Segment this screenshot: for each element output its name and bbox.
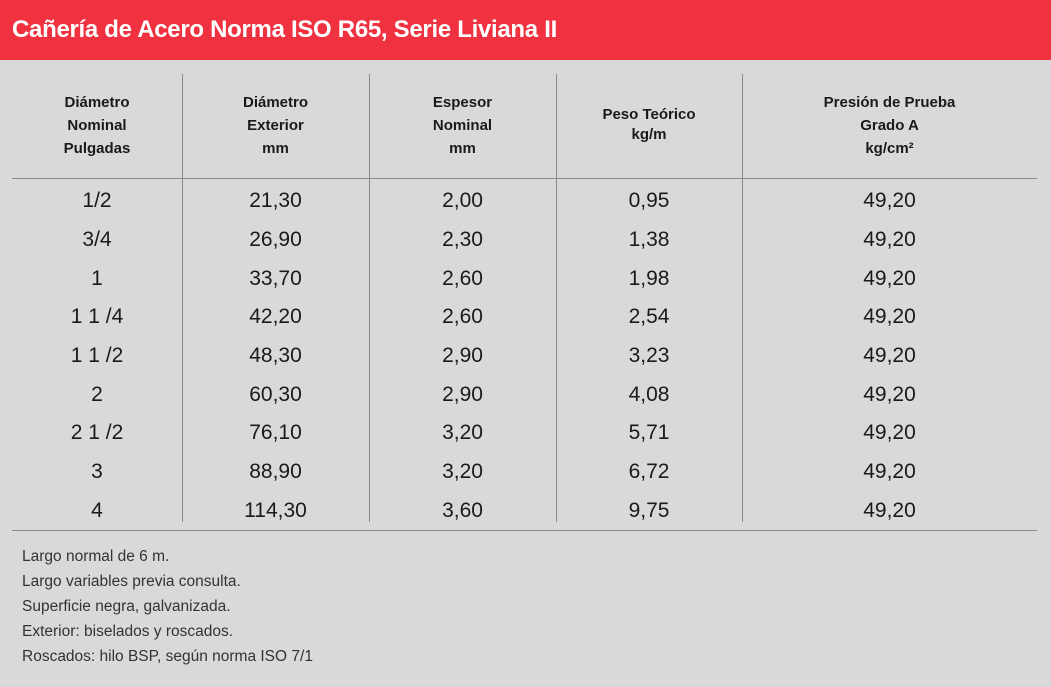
cell-pressure: 49,20 [863,266,916,290]
header-line: Grado A [860,116,919,134]
table-bottom-divider [12,530,1037,531]
table-row: 2 1 /2 76,10 3,20 5,71 49,20 [12,414,1037,453]
cell-nominal: 2 1 /2 [70,421,124,445]
pipe-spec-table: Diámetro Nominal Pulgadas Diámetro Exter… [12,72,1037,531]
cell-nominal: 4 [91,498,103,522]
cell-weight: 9,75 [628,498,670,522]
header-line: Pulgadas [63,139,131,157]
cell-outer-diameter: 21,30 [249,189,302,213]
header-line: Presión de Prueba [823,93,956,111]
cell-thickness: 2,30 [442,228,483,252]
header-wall-thickness: Espesor Nominal mm [369,72,556,178]
cell-nominal: 3/4 [82,228,112,252]
cell-weight: 3,23 [628,344,670,368]
cell-thickness: 2,90 [442,382,483,406]
cell-thickness: 3,20 [442,421,483,445]
cell-nominal: 1 1 /2 [70,344,124,368]
note-line: Roscados: hilo BSP, según norma ISO 7/1 [22,648,313,665]
cell-nominal: 1 1 /4 [70,305,124,329]
header-line: Peso Teórico [602,106,696,123]
note-line: Exterior: biselados y roscados. [22,623,234,640]
header-line: Exterior [247,116,304,134]
table-header: Diámetro Nominal Pulgadas Diámetro Exter… [12,72,1037,178]
cell-outer-diameter: 26,90 [249,228,302,252]
cell-pressure: 49,20 [863,189,916,213]
header-line: Espesor [432,93,493,111]
cell-pressure: 49,20 [863,460,916,484]
cell-pressure: 49,20 [863,305,916,329]
cell-nominal: 2 [91,382,103,406]
header-line: Nominal [67,116,127,134]
cell-thickness: 2,60 [442,305,483,329]
header-theoretical-weight: Peso Teórico kg/m [556,72,742,178]
table-row: 3 88,90 3,20 6,72 49,20 [12,453,1037,492]
cell-weight: 1,98 [628,266,670,290]
cell-weight: 0,95 [628,189,670,213]
notes-list: Largo normal de 6 m. Largo variables pre… [22,544,313,669]
table-row: 1 33,70 2,60 1,98 49,20 [12,259,1037,298]
cell-outer-diameter: 114,30 [244,498,307,522]
cell-pressure: 49,20 [863,228,916,252]
header-line: kg/m [631,126,667,143]
column-divider [182,74,183,522]
cell-pressure: 49,20 [863,421,916,445]
cell-pressure: 49,20 [863,344,916,368]
table-row: 1 1 /2 48,30 2,90 3,23 49,20 [12,337,1037,376]
cell-nominal: 3 [91,460,103,484]
cell-weight: 2,54 [628,305,670,329]
cell-outer-diameter: 76,10 [249,421,302,445]
header-nominal-diameter: Diámetro Nominal Pulgadas [12,72,182,178]
cell-outer-diameter: 33,70 [249,266,302,290]
note-line: Largo variables previa consulta. [22,573,241,590]
table-row: 3/4 26,90 2,30 1,38 49,20 [12,221,1037,260]
cell-outer-diameter: 42,20 [249,305,302,329]
table-row: 2 60,30 2,90 4,08 49,20 [12,375,1037,414]
cell-thickness: 2,00 [442,189,483,213]
table-body: 1/2 21,30 2,00 0,95 49,20 3/4 26,90 2,30… [12,182,1037,530]
cell-pressure: 49,20 [863,498,916,522]
cell-outer-diameter: 88,90 [249,460,302,484]
cell-outer-diameter: 60,30 [249,382,302,406]
header-test-pressure: Presión de Prueba Grado A kg/cm² [742,72,1037,178]
page-title: Cañería de Acero Norma ISO R65, Serie Li… [12,16,557,43]
cell-thickness: 3,20 [442,460,483,484]
header-line: mm [262,139,289,157]
title-bar: Cañería de Acero Norma ISO R65, Serie Li… [0,0,1051,60]
cell-pressure: 49,20 [863,382,916,406]
cell-weight: 6,72 [628,460,670,484]
table-row: 1/2 21,30 2,00 0,95 49,20 [12,182,1037,221]
header-line: Diámetro [242,93,309,111]
header-divider [12,178,1037,179]
cell-nominal: 1 [91,266,103,290]
column-divider [742,74,743,522]
header-line: kg/cm² [865,139,914,157]
cell-thickness: 2,60 [442,266,483,290]
table-row: 1 1 /4 42,20 2,60 2,54 49,20 [12,298,1037,337]
cell-thickness: 3,60 [442,498,483,522]
cell-nominal: 1/2 [82,189,112,213]
header-outer-diameter: Diámetro Exterior mm [182,72,369,178]
cell-weight: 5,71 [628,421,670,445]
cell-outer-diameter: 48,30 [249,344,302,368]
header-line: Diámetro [64,93,130,111]
cell-thickness: 2,90 [442,344,483,368]
cell-weight: 4,08 [628,382,670,406]
table-row: 4 114,30 3,60 9,75 49,20 [12,492,1037,531]
header-line: Nominal [432,116,493,134]
column-divider [369,74,370,522]
column-divider [556,74,557,522]
cell-weight: 1,38 [628,228,670,252]
note-line: Superficie negra, galvanizada. [22,598,231,615]
note-line: Largo normal de 6 m. [22,548,170,565]
header-line: mm [449,139,476,157]
